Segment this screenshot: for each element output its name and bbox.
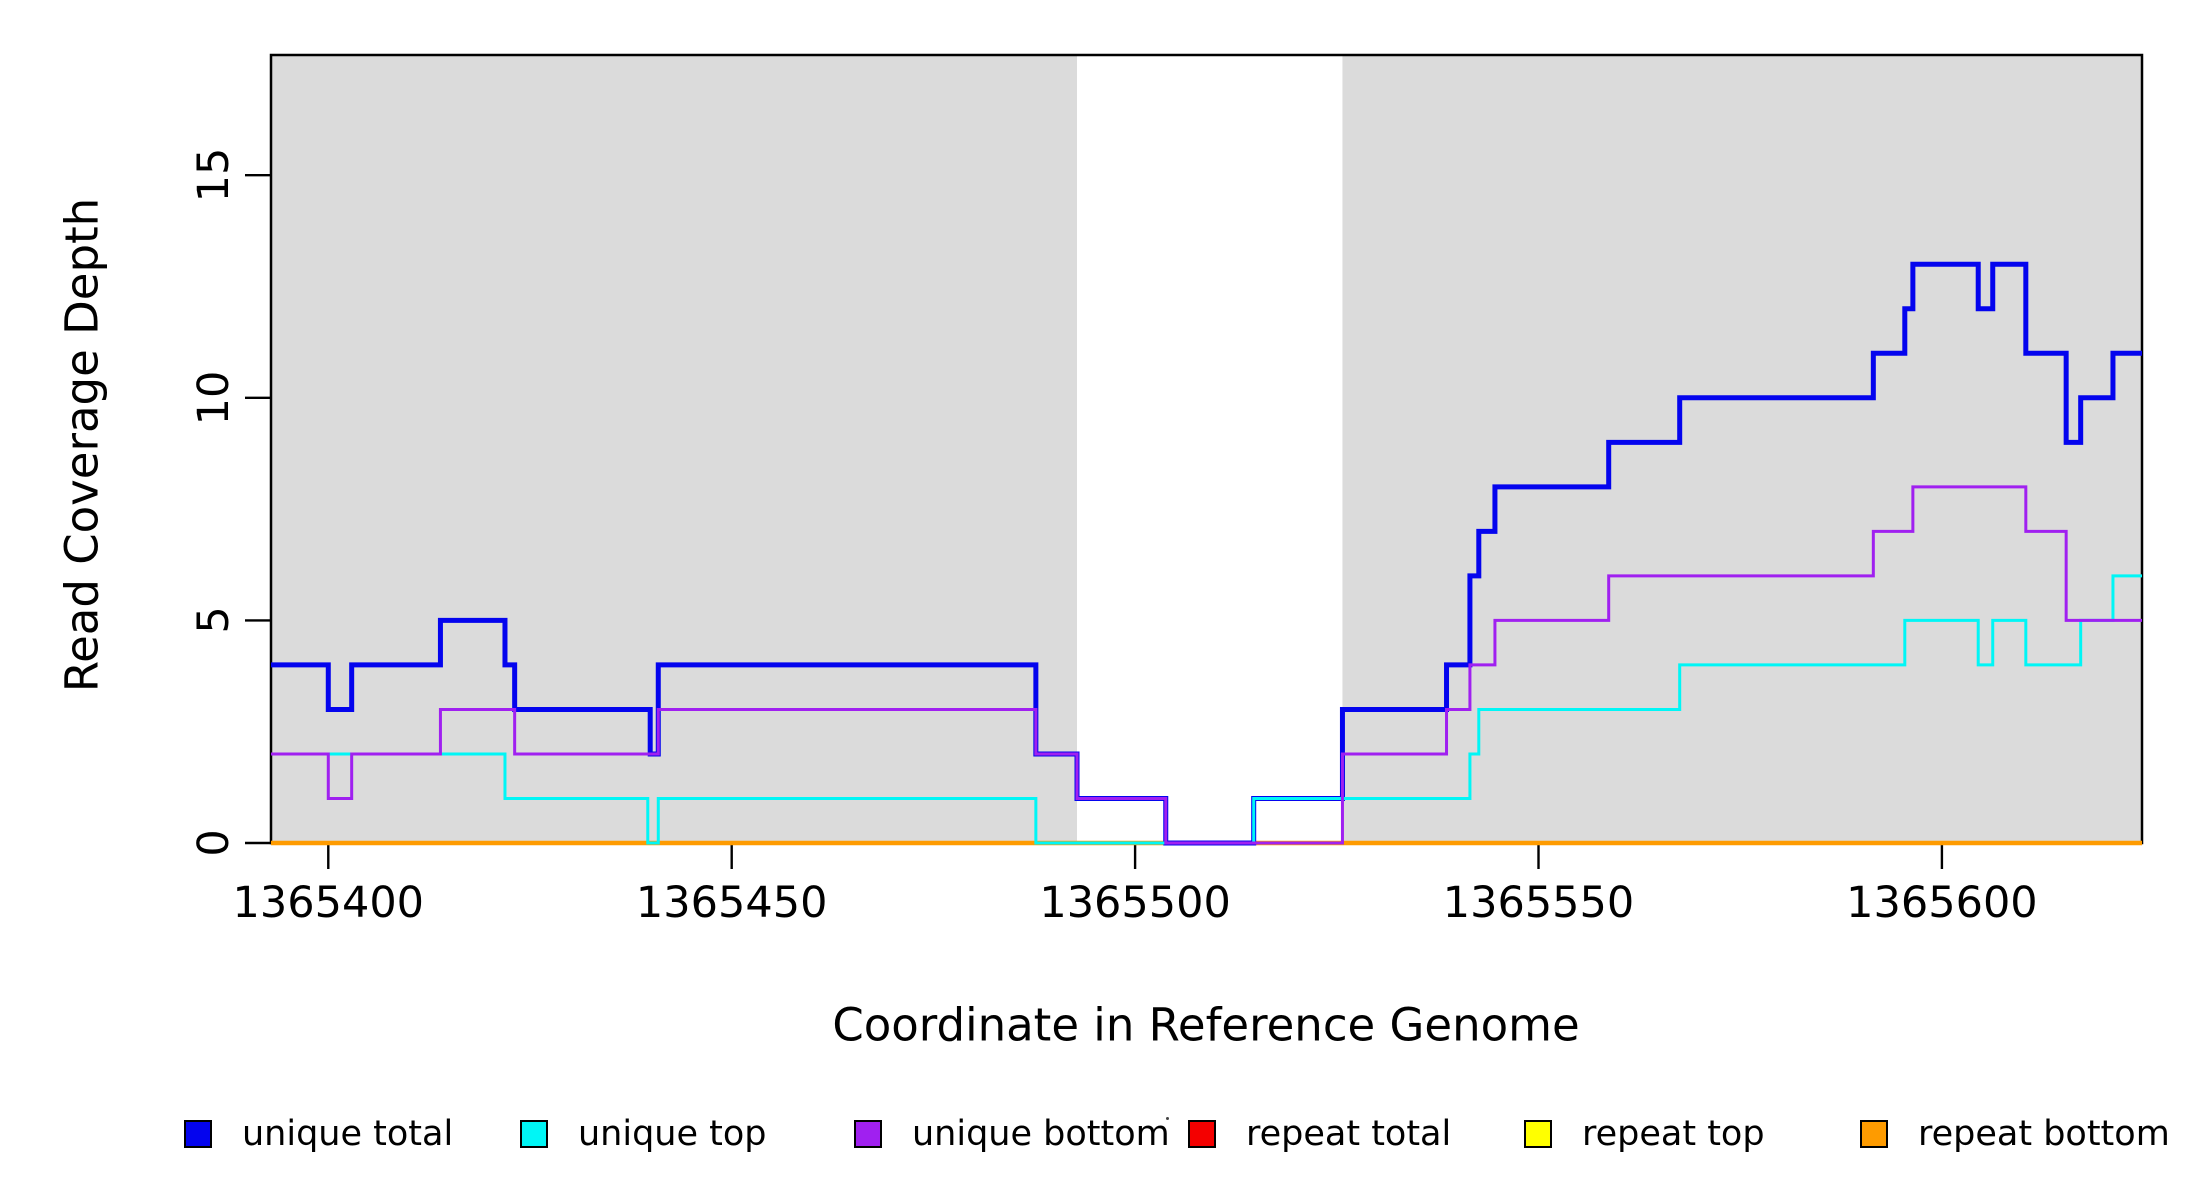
- legend-label: unique total: [242, 1114, 454, 1154]
- stray-dot: [1166, 1117, 1169, 1120]
- legend-label: repeat total: [1246, 1114, 1452, 1154]
- unique-bottom-swatch-icon: [854, 1120, 882, 1148]
- legend-item-repeat-total: repeat total: [1188, 1114, 1451, 1154]
- unique-top-swatch-icon: [520, 1120, 548, 1148]
- repeat-top-swatch-icon: [1524, 1120, 1552, 1148]
- series-unique-total: [271, 261, 2142, 846]
- legend-item-unique-top: unique top: [520, 1114, 767, 1154]
- legend-item-repeat-bottom: repeat bottom: [1860, 1114, 2170, 1154]
- legend-label: unique top: [578, 1114, 767, 1154]
- legend-label: repeat top: [1582, 1114, 1765, 1154]
- legend-item-unique-bottom: unique bottom: [854, 1114, 1170, 1154]
- series-unique-bottom: [271, 485, 2142, 845]
- unique-total-swatch-icon: [184, 1120, 212, 1148]
- legend-item-repeat-top: repeat top: [1524, 1114, 1765, 1154]
- series-unique-top: [271, 574, 2142, 845]
- repeat-total-swatch-icon: [1188, 1120, 1216, 1148]
- legend-label: unique bottom: [912, 1114, 1170, 1154]
- repeat-bottom-swatch-icon: [1860, 1120, 1888, 1148]
- legend-item-unique-total: unique total: [184, 1114, 453, 1154]
- legend-label: repeat bottom: [1918, 1114, 2170, 1154]
